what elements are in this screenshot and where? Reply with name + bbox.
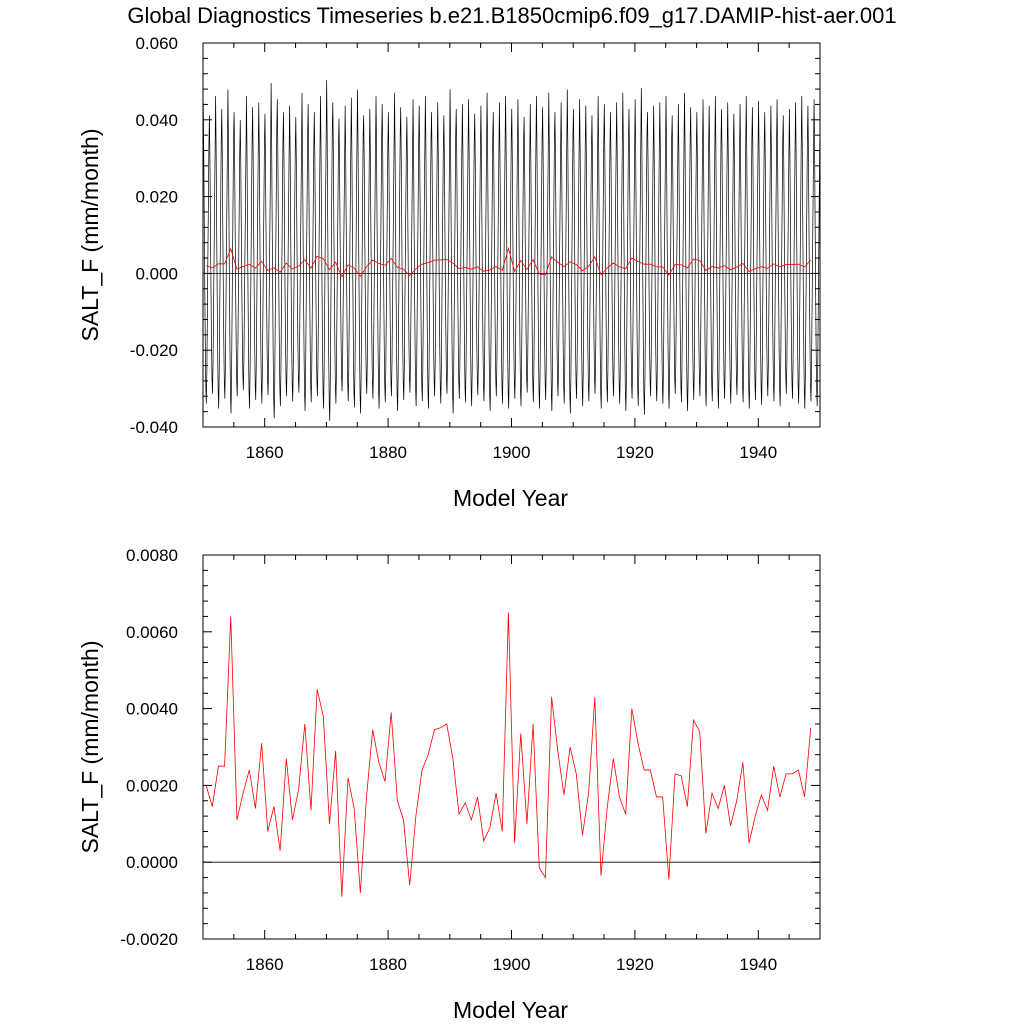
- y-axis-label: SALT_F (mm/month): [77, 641, 103, 854]
- x-axis-label: Model Year: [453, 485, 568, 511]
- x-tick-label: 1940: [739, 955, 777, 974]
- monthly-series-line: [203, 79, 820, 421]
- x-tick-label: 1900: [493, 443, 531, 462]
- x-tick-label: 1920: [616, 443, 654, 462]
- top-panel: 1860 1880 1900 1920 1940 -0.040 -0.020 0.000 0.0…: [77, 34, 821, 511]
- y-tick-label: -0.0020: [120, 930, 178, 949]
- y-tick-label: 0.0000: [126, 853, 178, 872]
- x-tick-label: 1940: [739, 443, 777, 462]
- y-tick-label: -0.040: [130, 418, 178, 437]
- y-tick-label: 0.000: [135, 264, 178, 283]
- annual-mean-series-line: [205, 612, 812, 897]
- y-tick-label: 0.0040: [126, 700, 178, 719]
- x-tick-label: 1920: [616, 955, 654, 974]
- x-axis-label: Model Year: [453, 997, 568, 1023]
- bottom-panel: 1860 1880 1900 1920 1940 -0.0020 0.0000 0.0020 0…: [77, 546, 821, 1023]
- x-tick-label: 1860: [246, 443, 284, 462]
- y-tick-label: 0.0020: [126, 776, 178, 795]
- x-tick-label: 1880: [369, 443, 407, 462]
- y-tick-label: 0.0060: [126, 623, 178, 642]
- annual-mean-series-line: [205, 246, 812, 278]
- figure-title: Global Diagnostics Timeseries b.e21.B185…: [127, 3, 896, 28]
- y-tick-label: 0.0080: [126, 546, 178, 565]
- y-tick-label: 0.060: [135, 34, 178, 53]
- x-tick-label: 1860: [246, 955, 284, 974]
- plot-frame: [202, 554, 821, 940]
- plot-frame: [202, 42, 821, 428]
- y-tick-label: -0.020: [130, 341, 178, 360]
- y-tick-label: 0.040: [135, 111, 178, 130]
- x-tick-label: 1900: [493, 955, 531, 974]
- y-axis-label: SALT_F (mm/month): [77, 129, 103, 342]
- x-tick-label: 1880: [369, 955, 407, 974]
- y-tick-label: 0.020: [135, 188, 178, 207]
